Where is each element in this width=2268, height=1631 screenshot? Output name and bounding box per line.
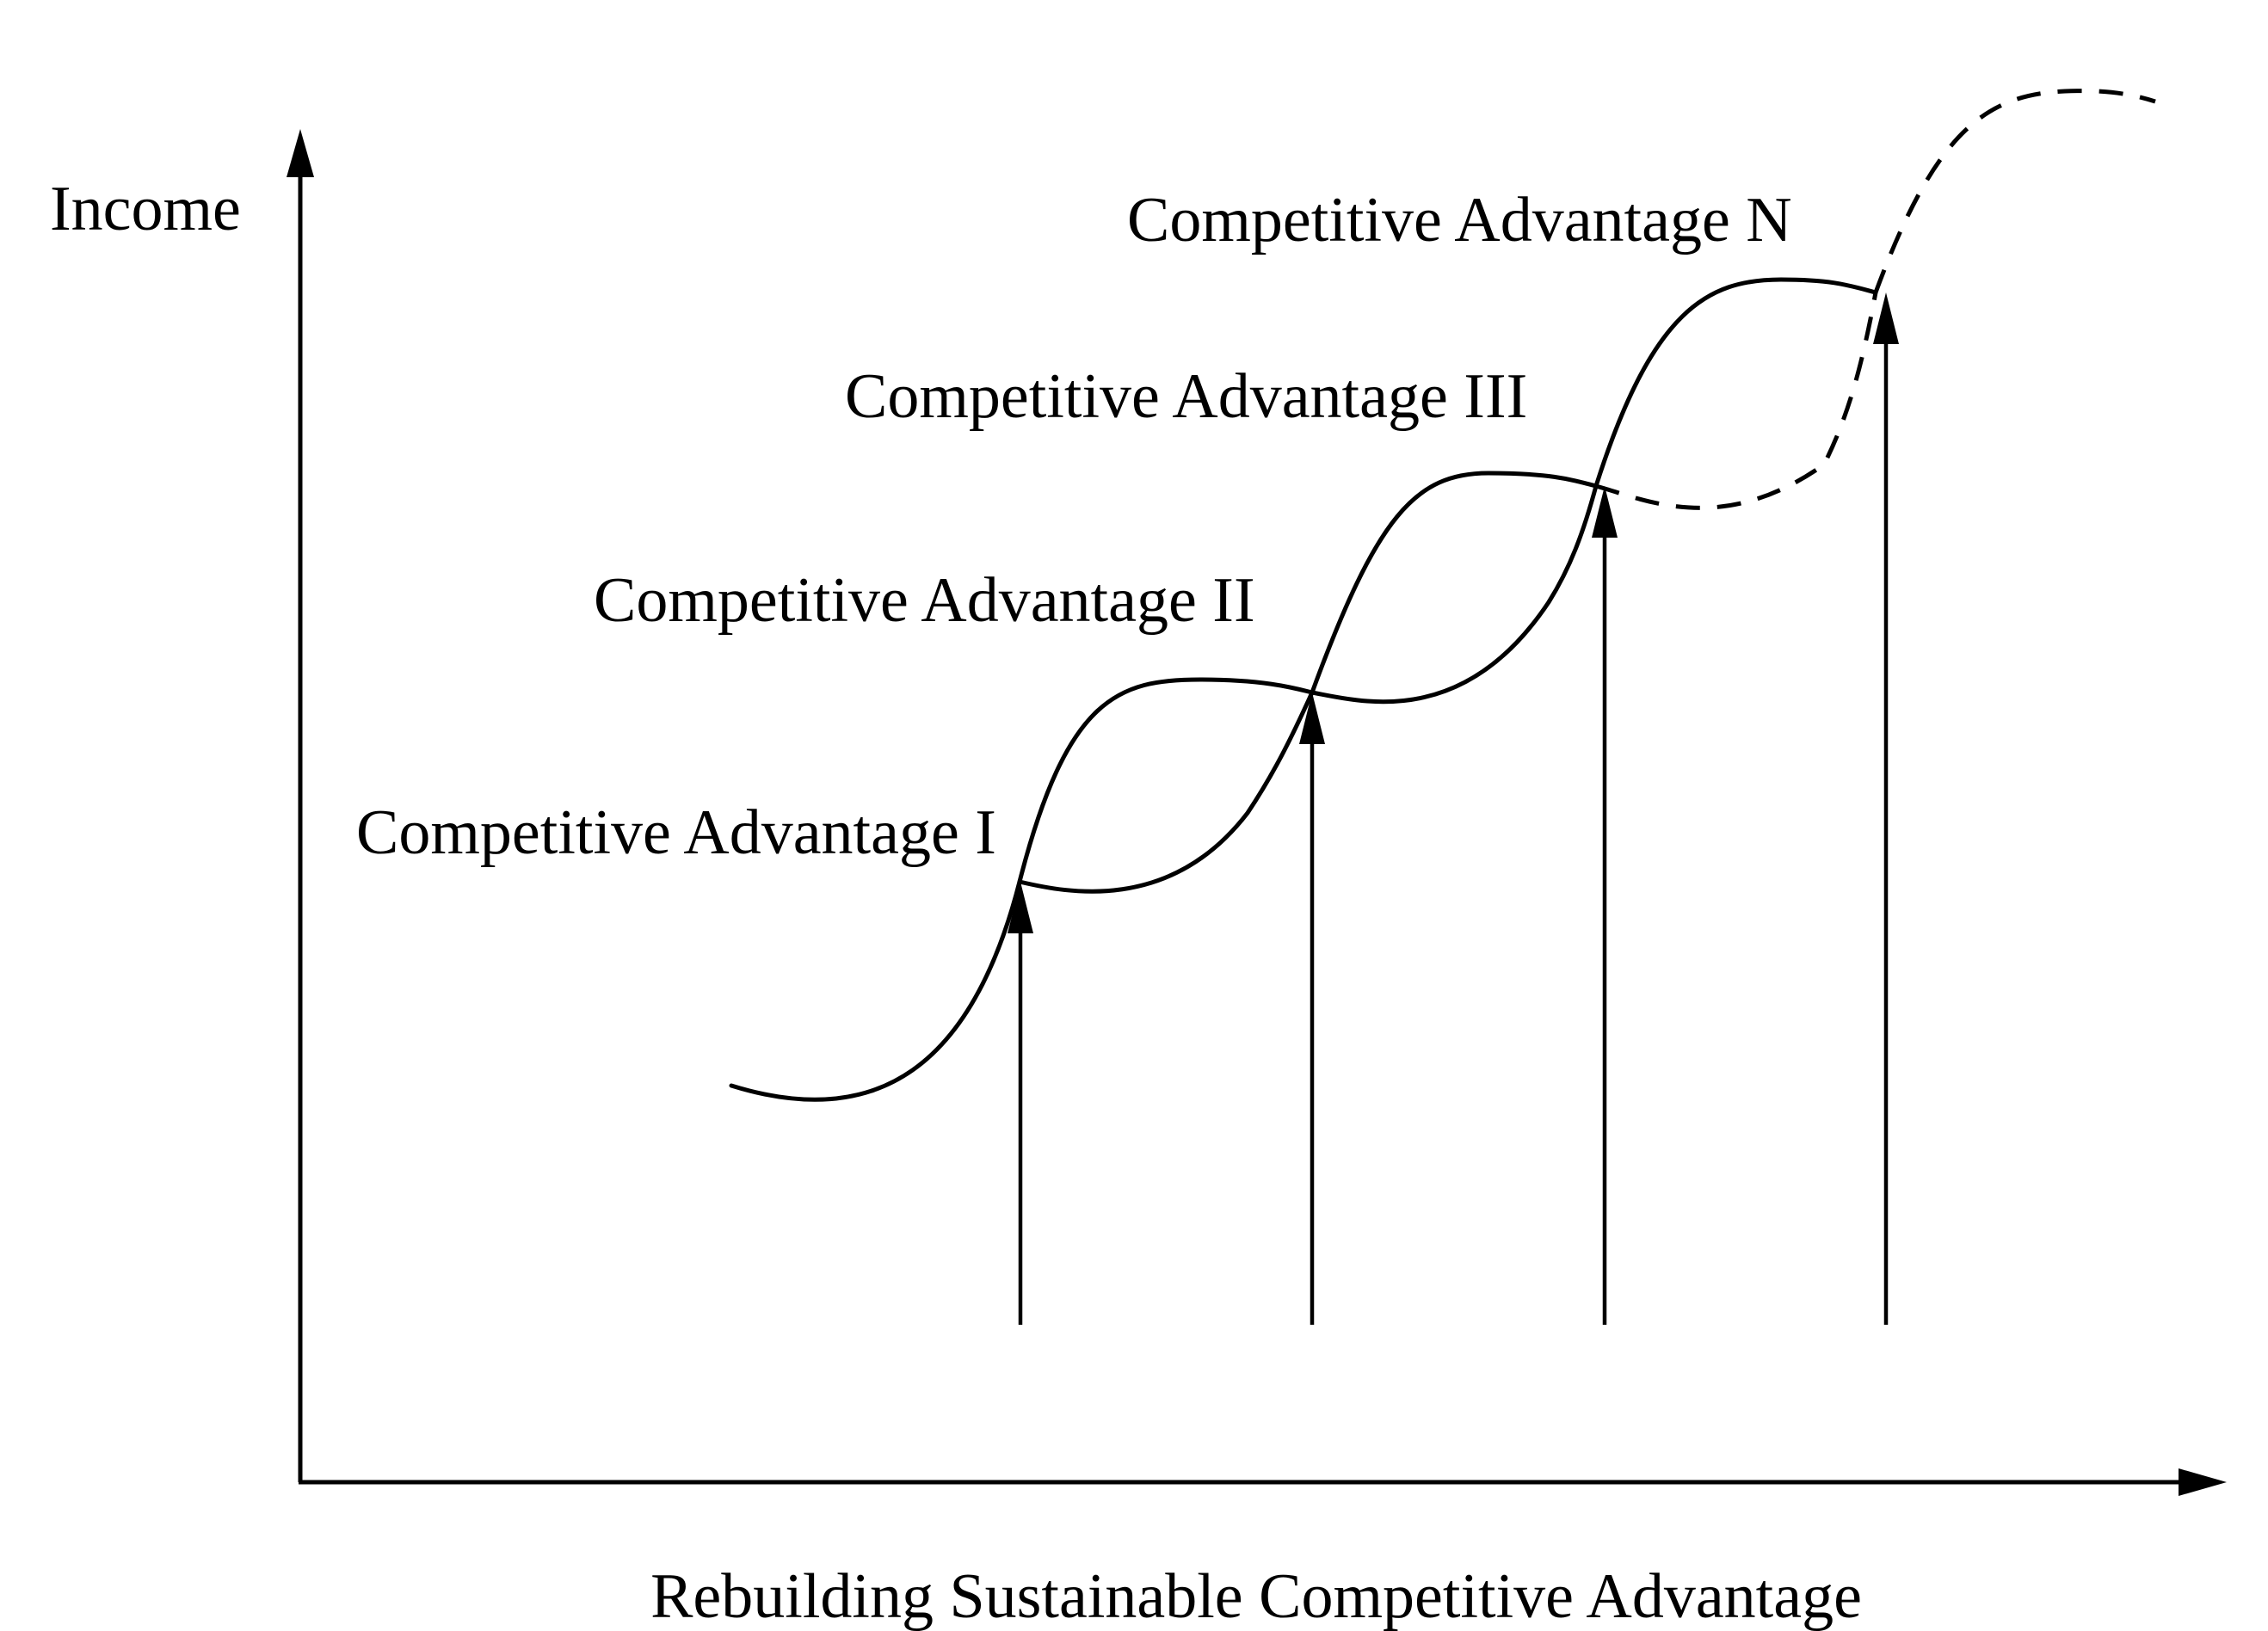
- curve-competitive-advantage-3-dashed-tail: [1595, 292, 1878, 510]
- label-competitive-advantage-1: Competitive Advantage I: [356, 797, 996, 868]
- curve-competitive-advantage-2: [1017, 471, 1599, 894]
- arrow-3-head: [1592, 486, 1618, 538]
- x-axis-label: Rebuilding Sustainable Competitive Advan…: [650, 1561, 1862, 1631]
- y-axis-arrowhead: [287, 129, 314, 177]
- curve-competitive-advantage-1: [729, 677, 1315, 1102]
- label-competitive-advantage-3: Competitive Advantage III: [845, 361, 1527, 432]
- arrow-1-head: [1008, 882, 1033, 933]
- axes: [287, 129, 2227, 1496]
- label-competitive-advantage-2: Competitive Advantage II: [594, 565, 1255, 636]
- x-axis-arrowhead: [2179, 1468, 2227, 1496]
- transition-arrows: [1008, 292, 1899, 1325]
- y-axis-label: Income: [50, 174, 241, 244]
- arrow-n-head: [1873, 292, 1899, 344]
- curve-competitive-advantage-n-dashed: [1873, 89, 2156, 293]
- label-competitive-advantage-n: Competitive Advantage N: [1127, 185, 1792, 255]
- arrow-2-head: [1299, 692, 1325, 744]
- curve-competitive-advantage-3: [1310, 277, 1878, 705]
